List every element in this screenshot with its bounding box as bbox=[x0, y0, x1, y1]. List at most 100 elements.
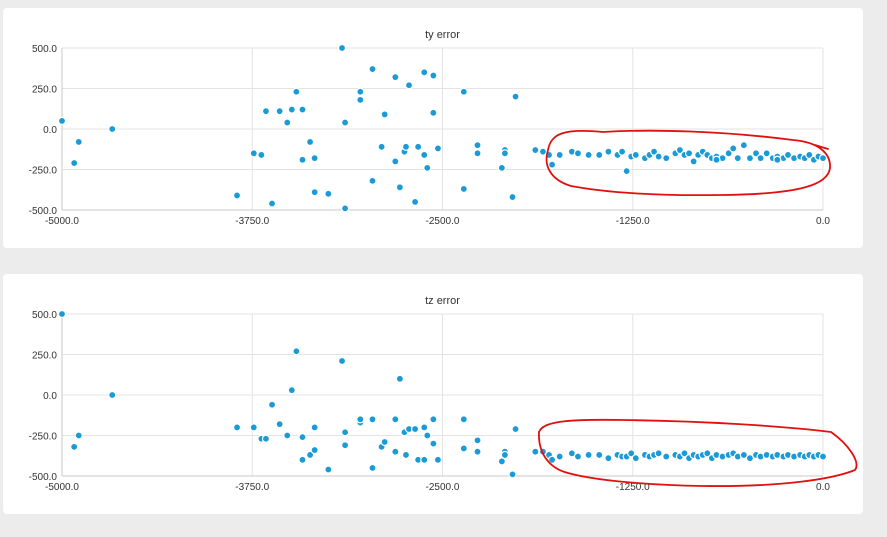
scatter-point bbox=[310, 154, 319, 163]
scatter-point bbox=[74, 137, 83, 147]
y-tick-label: 500.0 bbox=[32, 44, 57, 55]
scatter-point bbox=[420, 68, 429, 77]
scatter-point bbox=[662, 452, 671, 461]
scatter-point bbox=[292, 87, 301, 96]
scatter-point bbox=[337, 43, 347, 53]
scatter-point bbox=[356, 87, 365, 96]
scatter-point bbox=[573, 452, 583, 461]
scatter-point bbox=[511, 92, 520, 101]
scatter-point bbox=[762, 149, 771, 158]
x-tick-label: -5000.0 bbox=[45, 216, 79, 227]
scatter-point bbox=[617, 147, 627, 156]
scatter-point bbox=[622, 167, 631, 176]
x-tick-label: -3750.0 bbox=[235, 482, 269, 493]
scatter-point bbox=[473, 149, 482, 158]
x-tick-label: 0.0 bbox=[816, 482, 830, 493]
scatter-point bbox=[298, 105, 307, 114]
scatter-point bbox=[538, 147, 548, 156]
scatter-point bbox=[631, 150, 640, 160]
scatter-point bbox=[395, 374, 404, 383]
scatter-point bbox=[232, 191, 242, 200]
scatter-point bbox=[380, 110, 389, 119]
scatter-point bbox=[275, 420, 284, 429]
y-tick-label: -250.0 bbox=[29, 432, 58, 443]
scatter-point bbox=[555, 452, 564, 461]
scatter-point bbox=[267, 400, 277, 409]
scatter-point bbox=[745, 454, 755, 463]
scatter-point bbox=[310, 445, 319, 455]
scatter-point bbox=[261, 434, 271, 443]
scatter-point bbox=[249, 423, 258, 432]
scatter-point bbox=[395, 183, 404, 192]
scatter-point bbox=[729, 144, 738, 153]
scatter-point bbox=[391, 415, 400, 424]
scatter-point bbox=[756, 154, 765, 163]
scatter-point bbox=[74, 431, 83, 440]
scatter-point bbox=[283, 118, 292, 127]
scatter-point bbox=[654, 152, 663, 161]
red-annotation-loop bbox=[545, 129, 831, 197]
scatter-point bbox=[340, 118, 350, 127]
scatter-point bbox=[298, 455, 307, 464]
scatter-point bbox=[340, 428, 350, 437]
scatter-point bbox=[298, 433, 307, 442]
y-tick-label: -500.0 bbox=[29, 472, 58, 483]
scatter-point bbox=[818, 154, 828, 163]
scatter-point bbox=[429, 439, 438, 448]
x-tick-label: -1250.0 bbox=[616, 482, 650, 493]
scatter-point bbox=[783, 150, 793, 160]
scatter-point bbox=[70, 158, 79, 168]
scatter-point bbox=[292, 347, 301, 356]
scatter-point bbox=[340, 441, 350, 450]
scatter-point bbox=[531, 145, 540, 155]
y-tick-label: 250.0 bbox=[32, 85, 57, 96]
scatter-point bbox=[429, 108, 438, 117]
scatter-point bbox=[604, 454, 613, 463]
scatter-point bbox=[508, 470, 517, 479]
scatter-point bbox=[584, 150, 593, 160]
scatter-point bbox=[631, 454, 640, 463]
scatter-point bbox=[368, 415, 377, 424]
scatter-point bbox=[773, 155, 782, 164]
x-tick-label: -2500.0 bbox=[426, 216, 460, 227]
tz-error-chart: tz error -5000.0 -3750.0 -2500.0 -1250.0 0.0 5… bbox=[29, 295, 858, 493]
scatter-point bbox=[818, 452, 828, 461]
scatter-point bbox=[324, 189, 333, 198]
scatter-point bbox=[712, 155, 721, 164]
chart-title: tz error bbox=[425, 295, 460, 307]
scatter-point bbox=[459, 87, 468, 96]
scatter-point bbox=[249, 149, 258, 158]
scatter-point bbox=[547, 160, 557, 169]
scatter-point bbox=[275, 107, 284, 116]
x-tick-label: -3750.0 bbox=[235, 216, 269, 227]
x-tick-label: -2500.0 bbox=[426, 482, 460, 493]
scatter-point bbox=[459, 184, 468, 194]
scatter-point bbox=[423, 163, 432, 172]
scatter-point bbox=[724, 149, 733, 158]
scatter-point bbox=[420, 150, 429, 160]
y-tick-label: 0.0 bbox=[43, 125, 57, 136]
scatter-point bbox=[703, 449, 712, 458]
scatter-point bbox=[404, 81, 414, 90]
scatter-point bbox=[497, 457, 506, 466]
scatter-point bbox=[508, 192, 517, 202]
y-tick-label: -250.0 bbox=[29, 166, 58, 177]
scatter-point bbox=[391, 157, 400, 166]
scatter-point bbox=[257, 150, 266, 160]
y-tick-label: 250.0 bbox=[32, 351, 57, 362]
scatter-point bbox=[340, 204, 350, 213]
y-tick-label: 500.0 bbox=[32, 310, 57, 321]
scatter-point bbox=[305, 450, 315, 460]
scatter-point bbox=[420, 455, 429, 464]
scatter-point bbox=[459, 415, 468, 424]
scatter-point bbox=[662, 154, 671, 163]
scatter-point bbox=[298, 155, 307, 164]
scatter-point bbox=[567, 449, 576, 458]
scatter-point bbox=[745, 154, 755, 163]
scatter-point bbox=[356, 95, 365, 104]
scatter-point bbox=[573, 149, 583, 158]
scatter-point bbox=[324, 465, 333, 474]
scatter-point bbox=[267, 199, 277, 208]
scatter-point bbox=[305, 137, 315, 147]
x-tick-label: -1250.0 bbox=[616, 216, 650, 227]
